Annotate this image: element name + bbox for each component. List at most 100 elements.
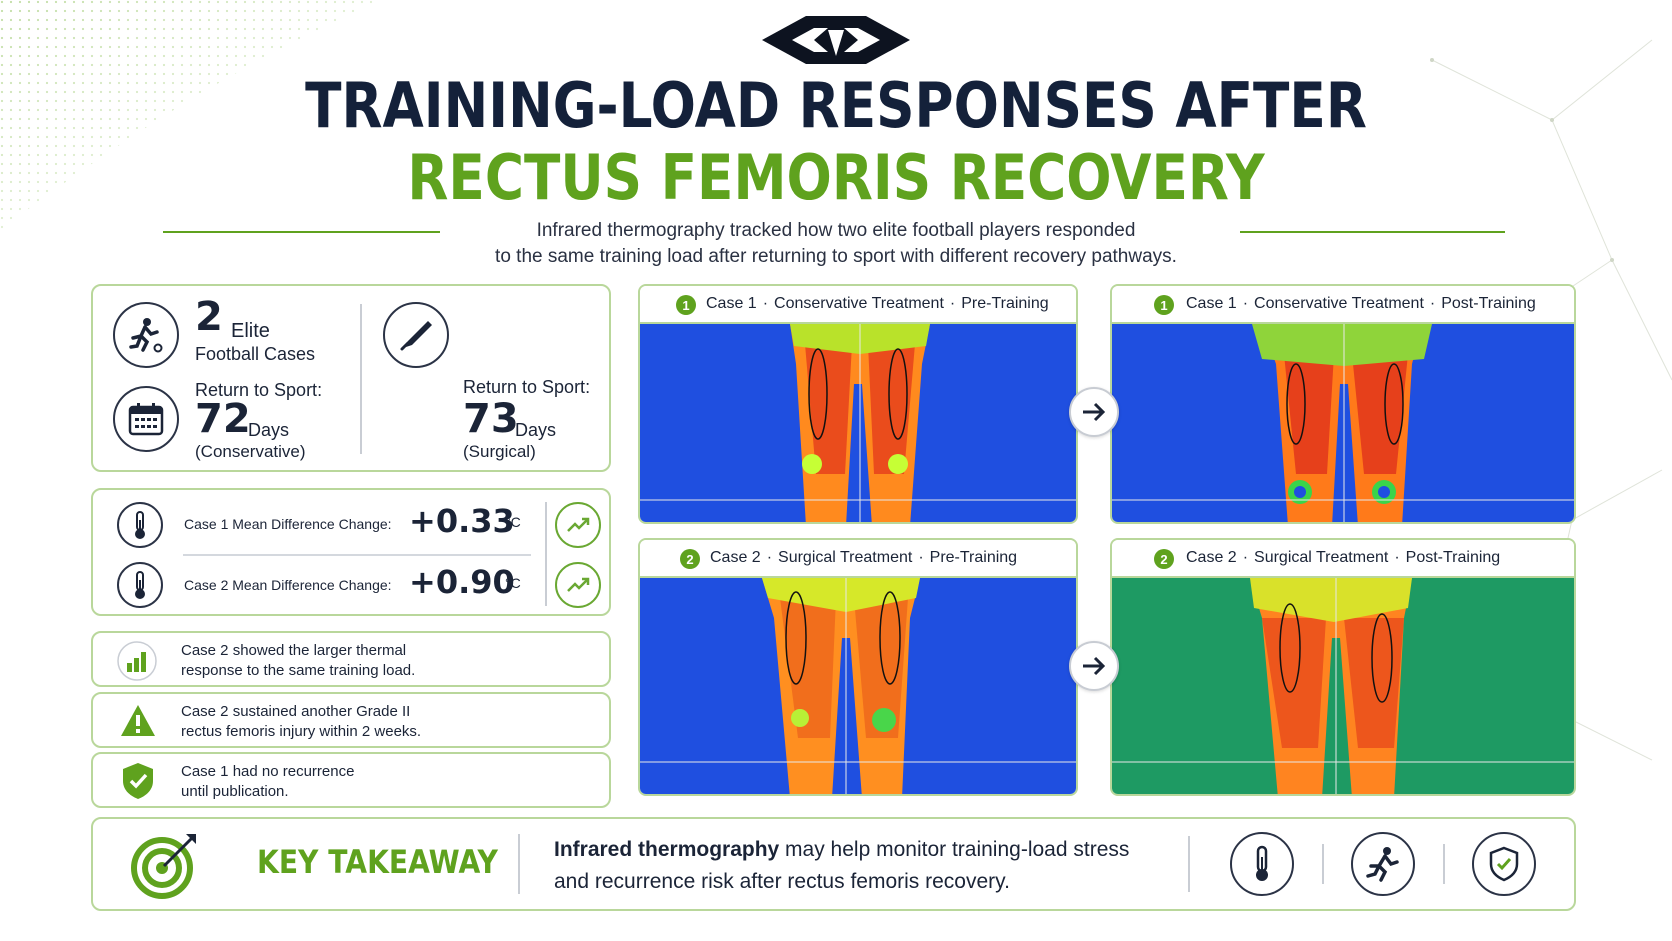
thermogram-image — [1112, 324, 1574, 522]
panel-treatment: Conservative Treatment — [1254, 295, 1424, 312]
subtitle-rule-right — [1240, 231, 1505, 233]
warning-icon — [121, 705, 155, 736]
case1-rts-unit: Days — [248, 420, 290, 440]
thermogram-image — [640, 578, 1076, 794]
thermo-panel-case2-pre: 2 Case 2 · Surgical Treatment · Pre-Trai… — [638, 538, 1078, 796]
panel-phase: Pre-Training — [929, 549, 1018, 566]
metric-case1-label: Case 1 Mean Difference Change: — [184, 516, 392, 532]
case1-rts-label: Return to Sport: — [195, 380, 323, 400]
takeaway-line1: may help monitor training-load stress — [779, 838, 1130, 861]
metric-case2-label: Case 2 Mean Difference Change: — [184, 577, 392, 593]
finding-2-line2: rectus femoris injury within 2 weeks. — [181, 723, 422, 740]
metric-case2-value: +0.90 — [409, 563, 515, 601]
case-badge: 2 — [680, 549, 700, 569]
trend-up-icon — [555, 562, 601, 608]
thermometer-icon — [1230, 832, 1294, 896]
finding-card: Case 2 showed the larger thermal respons… — [91, 631, 611, 687]
trend-up-icon — [555, 502, 601, 548]
finding-2-line1: Case 2 sustained another Grade II — [181, 703, 411, 720]
panel-phase: Pre-Training — [961, 295, 1049, 312]
panel-sep: · — [949, 295, 956, 312]
case1-rts-days: 72 — [195, 396, 251, 442]
finding-card: Case 1 had no recurrence until publicati… — [91, 752, 611, 808]
panel-sep: · — [1242, 295, 1249, 312]
icons-divider — [1188, 836, 1190, 892]
scalpel-icon — [383, 302, 449, 368]
shield-check-icon — [1472, 832, 1536, 896]
page-subtitle: Infrared thermography tracked how two el… — [440, 218, 1232, 270]
panel-sep: · — [762, 295, 769, 312]
thermogram-image — [640, 324, 1076, 522]
soccer-player-icon — [113, 302, 179, 368]
page-title-line1: TRAINING-LOAD RESPONSES AFTER — [305, 69, 1367, 142]
panel-sep: · — [1429, 295, 1436, 312]
calendar-icon — [113, 386, 179, 452]
case-badge: 1 — [676, 295, 696, 315]
panel-sep: · — [1242, 549, 1249, 566]
panel-sep: · — [766, 549, 773, 566]
cases-label-line2: Football Cases — [195, 344, 316, 364]
panel-phase: Post-Training — [1441, 295, 1536, 312]
finding-1-line2: response to the same training load. — [181, 662, 416, 679]
icon-separator — [1322, 844, 1324, 884]
takeaway-line2: and recurrence risk after rectus femoris… — [554, 870, 1010, 893]
subtitle-line1: Infrared thermography tracked how two el… — [536, 220, 1136, 241]
metric-case2-unit: °C — [505, 575, 521, 591]
thermometer-icon — [117, 562, 163, 608]
case2-rts-days: 73 — [463, 396, 519, 442]
panel-treatment: Conservative Treatment — [774, 295, 944, 312]
panel-treatment: Surgical Treatment — [778, 549, 913, 566]
key-takeaway-card — [91, 817, 1576, 911]
finding-card: Case 2 sustained another Grade II rectus… — [91, 692, 611, 748]
metric-case1-value: +0.33 — [409, 502, 515, 540]
panel-header: 1 Case 1 · Conservative Treatment · Post… — [1112, 286, 1574, 324]
thermometer-icon — [117, 502, 163, 548]
case2-treatment: (Surgical) — [463, 442, 536, 461]
panel-case: Case 2 — [710, 549, 761, 566]
thermo-panel-case2-post: 2 Case 2 · Surgical Treatment · Post-Tra… — [1110, 538, 1576, 796]
thermo-panel-case1-pre: 1 Case 1 · Conservative Treatment · Pre-… — [638, 284, 1078, 524]
icon-separator — [1443, 844, 1445, 884]
page-title-line2: RECTUS FEMORIS RECOVERY — [407, 141, 1265, 214]
panel-header: 2 Case 2 · Surgical Treatment · Post-Tra… — [1112, 540, 1574, 578]
metrics-vertical-divider — [545, 502, 547, 606]
cases-label-line1: Elite — [231, 320, 270, 342]
case-badge: 2 — [1154, 549, 1174, 569]
arrow-right-icon — [1069, 387, 1119, 437]
running-icon — [1351, 832, 1415, 896]
cases-count: 2 — [195, 294, 223, 340]
subtitle-rule-left — [163, 231, 440, 233]
panel-phase: Post-Training — [1405, 549, 1501, 566]
finding-3-line2: until publication. — [181, 783, 289, 800]
panel-case: Case 1 — [1186, 295, 1237, 312]
metrics-divider — [183, 554, 531, 556]
brand-logo — [762, 16, 910, 64]
case2-rts-label: Return to Sport: — [463, 377, 591, 397]
panel-header: 2 Case 2 · Surgical Treatment · Pre-Trai… — [640, 540, 1076, 578]
panel-case: Case 1 — [706, 295, 757, 312]
takeaway-divider — [518, 834, 520, 894]
thermogram-image — [1112, 578, 1574, 794]
case1-treatment: (Conservative) — [195, 442, 306, 461]
metric-case1-unit: °C — [505, 514, 521, 530]
key-takeaway-text: Infrared thermography may help monitor t… — [554, 834, 1129, 898]
summary-card: 2 Elite Football Cases Return to Sport: … — [91, 284, 611, 472]
bar-chart-icon — [117, 641, 157, 681]
metrics-card: Case 1 Mean Difference Change: +0.33 °C … — [91, 488, 611, 616]
takeaway-bold: Infrared thermography — [554, 838, 780, 861]
panel-sep: · — [1394, 549, 1400, 566]
panel-header: 1 Case 1 · Conservative Treatment · Pre-… — [640, 286, 1076, 324]
panel-treatment: Surgical Treatment — [1254, 549, 1389, 566]
summary-divider — [360, 304, 362, 454]
shield-check-icon — [123, 763, 153, 799]
thermo-panel-case1-post: 1 Case 1 · Conservative Treatment · Post… — [1110, 284, 1576, 524]
target-icon — [131, 834, 196, 899]
subtitle-line2: to the same training load after returnin… — [495, 246, 1177, 267]
finding-1-line1: Case 2 showed the larger thermal — [181, 642, 407, 659]
finding-3-line1: Case 1 had no recurrence — [181, 763, 355, 780]
panel-sep: · — [918, 549, 924, 566]
case-badge: 1 — [1154, 295, 1174, 315]
arrow-right-icon — [1069, 641, 1119, 691]
key-takeaway-label: KEY TAKEAWAY — [257, 843, 498, 881]
panel-case: Case 2 — [1186, 549, 1237, 566]
